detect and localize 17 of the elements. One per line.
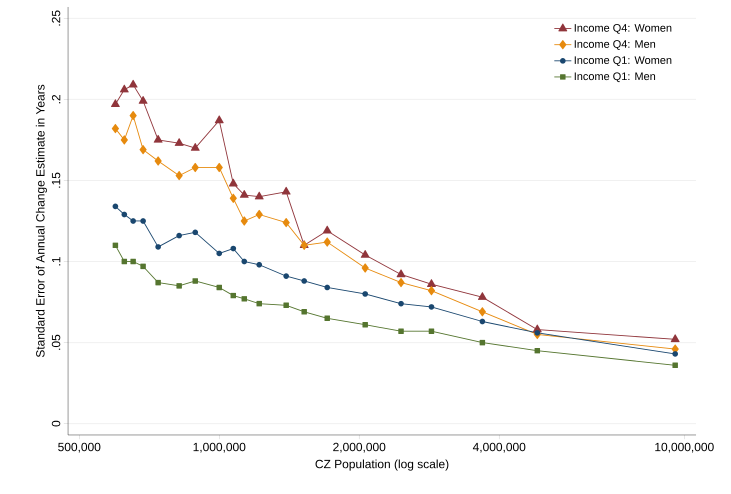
y-axis-title: Standard Error of Annual Change Estimate in Years bbox=[36, 84, 47, 358]
x-axis-title: CZ Population (log scale) bbox=[316, 459, 448, 471]
legend-label: Income Q1: Women bbox=[574, 56, 672, 66]
y-tick-label: .15 bbox=[52, 172, 60, 188]
x-tick-label: 4,000,000 bbox=[472, 442, 526, 453]
legend-label: Income Q4: Men bbox=[574, 40, 656, 50]
x-tick-label: 2,000,000 bbox=[333, 442, 386, 453]
x-tick-label: 500,000 bbox=[58, 442, 100, 453]
y-tick-label: .05 bbox=[52, 334, 60, 350]
x-tick-label: 1,000,000 bbox=[194, 442, 246, 453]
y-tick-label: .25 bbox=[52, 10, 60, 26]
y-tick-label: 0 bbox=[52, 420, 60, 426]
y-tick-label: .2 bbox=[52, 95, 60, 104]
legend-label: Income Q1: Men bbox=[574, 72, 656, 82]
x-tick-label: 10,000,000 bbox=[655, 442, 714, 453]
y-tick-label: .1 bbox=[52, 257, 60, 266]
legend-label: Income Q4: Women bbox=[574, 24, 672, 34]
